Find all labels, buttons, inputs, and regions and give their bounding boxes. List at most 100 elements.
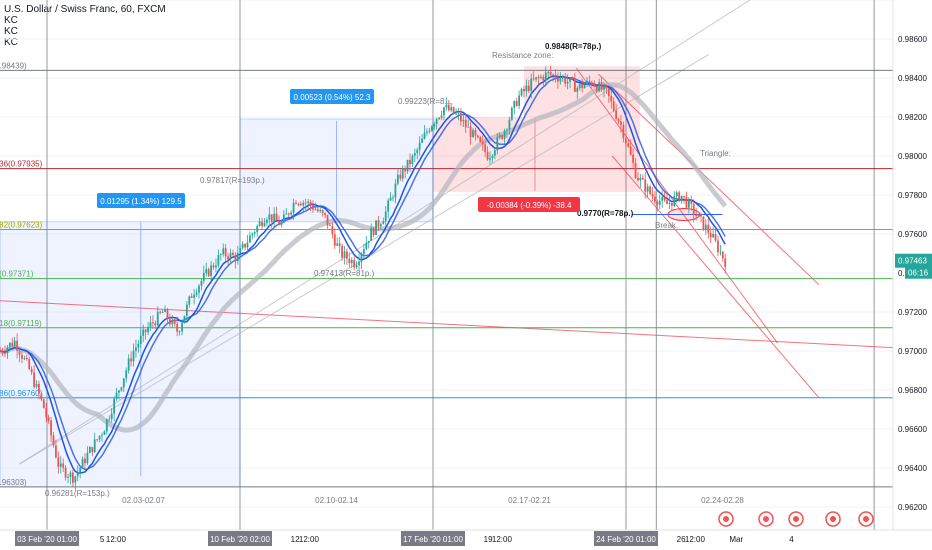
countdown-marker [905, 266, 932, 279]
candle-body [416, 149, 419, 153]
candle-body [554, 74, 557, 79]
candle-body [561, 76, 564, 79]
candle-body [113, 398, 116, 414]
price-axis[interactable]: 0.96200 0.96400 0.96600 0.96800 0.97000 0.972… [892, 0, 932, 550]
candle-body [287, 213, 290, 215]
candle-body [389, 197, 392, 201]
candle-body [702, 216, 705, 230]
candle-body [229, 252, 232, 260]
candle-body [518, 95, 521, 106]
candle-body [367, 240, 370, 243]
candle-body [38, 383, 40, 394]
candle-body [607, 88, 610, 97]
candle-body [132, 350, 135, 362]
candle-body [144, 329, 147, 333]
price-tick-label: 0.97200 [898, 308, 927, 317]
candle-body [120, 387, 123, 391]
candle-body [549, 72, 552, 75]
price-tick-label: 0.97800 [898, 191, 927, 200]
candle-body [232, 252, 234, 256]
candle-body [675, 192, 678, 197]
candle-body [188, 296, 191, 305]
candle-body [564, 76, 567, 84]
candle-body [326, 214, 329, 226]
candle-body [641, 177, 644, 180]
candle-body [307, 201, 310, 204]
indicator-kc-3[interactable]: KC [4, 37, 18, 48]
annotation-label: 0.99223(R=8... [398, 97, 451, 106]
candle-body [348, 258, 351, 264]
triangle-lower-line [611, 155, 820, 399]
candle-body [460, 113, 462, 122]
candle-body [52, 435, 55, 446]
candle-body [198, 285, 200, 293]
candle-body [637, 177, 639, 181]
price-tick-label: 0.98400 [898, 74, 927, 83]
candle-body [241, 243, 244, 248]
candle-body [457, 113, 460, 115]
economic-event-icon-dot [763, 516, 769, 522]
candle-body [678, 192, 681, 202]
candle-body [462, 119, 465, 122]
candle-body [508, 119, 511, 130]
candle-body [215, 265, 217, 268]
week-range-label: 02.17-02.21 [508, 496, 551, 505]
candle-body [81, 458, 84, 468]
candle-body [71, 472, 74, 483]
candle-body [50, 420, 52, 436]
annotation-label: 0.9770(R=78p.) [577, 209, 634, 218]
candle-body [697, 214, 700, 217]
candle-body [658, 200, 661, 205]
candle-body [513, 101, 516, 108]
candle-body [721, 251, 724, 259]
candle-body [261, 221, 263, 227]
candle-body [270, 214, 273, 222]
time-axis[interactable]: 03 Feb '20 01:00 5 12:00 10 Feb '20 02:00 12… [0, 529, 932, 550]
candle-body [316, 209, 319, 212]
candle-body [295, 202, 297, 204]
candle-body [105, 419, 108, 432]
candle-body [210, 265, 213, 277]
candle-body [413, 152, 416, 156]
candle-body [171, 319, 174, 325]
time-tick-label: 12:00 [492, 535, 513, 544]
candle-body [67, 477, 69, 478]
candle-body [700, 214, 702, 217]
candle-body [302, 202, 305, 206]
candle-body [217, 254, 220, 266]
candle-body [30, 368, 33, 373]
last-price-label: 0.97463 [898, 257, 927, 266]
candle-body [406, 159, 409, 172]
candle-body [401, 168, 404, 179]
candle-body [79, 467, 82, 473]
candle-body [227, 256, 229, 260]
price-tick-label: 0.98200 [898, 113, 927, 122]
candle-body [690, 199, 693, 204]
candle-body [586, 80, 588, 85]
candle-body [200, 280, 203, 286]
candle-body [552, 74, 554, 76]
economic-event-icon-dot [863, 516, 869, 522]
candle-body [532, 78, 535, 80]
break-ellipse [667, 208, 701, 221]
candle-body [498, 135, 501, 138]
candle-body [183, 315, 186, 324]
candle-body [91, 447, 94, 452]
candle-body [557, 78, 559, 82]
candle-body [501, 135, 504, 139]
candle-body [219, 254, 222, 255]
candle-body [515, 101, 518, 106]
indicator-kc-2[interactable]: KC [4, 26, 18, 37]
candle-body [695, 214, 698, 217]
candle-body [173, 319, 176, 324]
candle-body [234, 255, 237, 262]
candle-body [23, 357, 26, 359]
candle-body [464, 119, 467, 128]
price-tick-label: 0.96800 [898, 386, 927, 395]
candle-body [1, 351, 4, 353]
candle-body [363, 249, 365, 254]
indicator-kc-1[interactable]: KC [4, 15, 18, 26]
candle-body [360, 253, 363, 262]
candle-body [336, 243, 339, 246]
